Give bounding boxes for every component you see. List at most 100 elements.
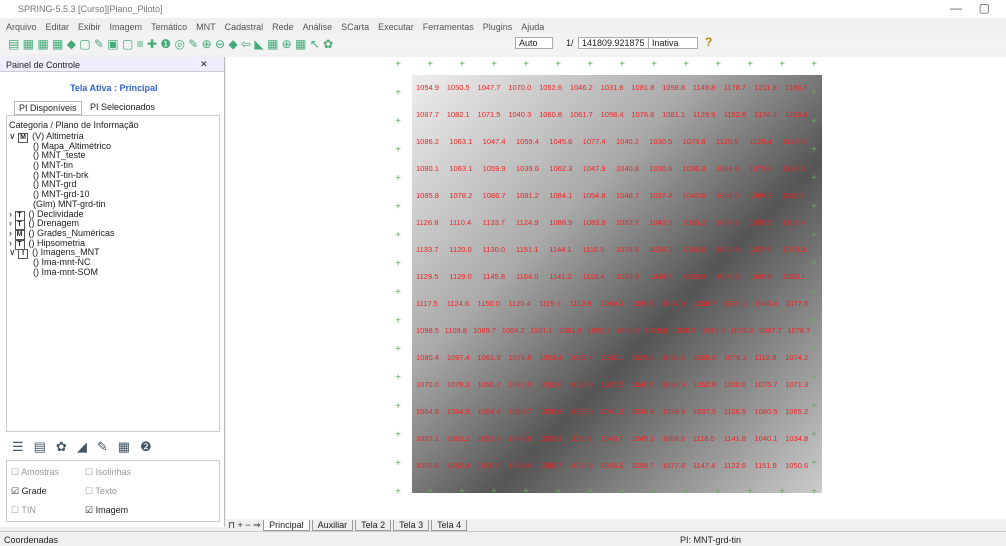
grid-value: 1050.7 [508,407,531,416]
panel-header: Painel de Controle✕ [0,57,224,72]
grid-cross: + [811,59,817,70]
grid-value: 1030.5 [673,326,696,335]
window-controls[interactable]: — ▢ ✕ [950,1,1006,15]
grid-value: 1119.7 [539,299,561,308]
grid-value: 1038.7 [693,299,716,308]
menu-item[interactable]: Análise [303,22,333,32]
grid-value: 1050.2 [587,326,610,335]
grid-value: 1059.9 [483,164,506,173]
grid-value: 1050.6 [785,461,808,470]
category-label: (V) Altimetria [32,131,84,141]
state-select[interactable]: Inativa [648,37,698,49]
grid-value: 1063.1 [449,137,472,146]
menu-item[interactable]: Temático [151,22,187,32]
grid-value: 1047.9 [583,164,606,173]
map-view[interactable]: ++++++++++++++++++++++++++++++++++++++++… [226,57,1006,519]
checkbox-label: Texto [95,486,117,496]
menu-item[interactable]: Arquivo [6,22,37,32]
grid-value: 1083.9 [583,218,606,227]
menu-item[interactable]: MNT [196,22,216,32]
screen-tabs: ⊓ + − ⇒ PrincipalAuxiliarTela 2Tela 3Tel… [228,520,469,531]
menu-item[interactable]: Exibir [78,22,101,32]
grid-value: 1034.2 [649,245,672,254]
grid-cross: + [395,373,401,384]
menu-item[interactable]: Ajuda [521,22,544,32]
grid-value: 1045.8 [508,434,531,443]
screen-tab[interactable]: Auxiliar [312,520,354,531]
screen-tab[interactable]: Tela 3 [393,520,429,531]
checkbox[interactable]: ☐ Isolinhas [85,467,131,478]
grid-value: 1153.4 [785,110,807,119]
grid-value: 1062.7 [616,218,639,227]
grid-cross: + [491,59,497,70]
grid-value: 1035.2 [724,299,747,308]
grid-value: 1152.8 [724,110,746,119]
checkbox-label: Amostras [21,467,59,477]
grid-value: 1144.1 [549,245,571,254]
checkbox[interactable]: ☐ Texto [85,486,117,497]
grid-value: 1112.9 [570,299,592,308]
menu-item[interactable]: Rede [272,22,294,32]
grid-value: 1080.9 [616,272,639,281]
grid-value: 1046.2 [570,83,593,92]
panel-tools[interactable]: ☰▤✿◢✎▦❷ [12,439,162,455]
menu-bar: Arquivo Editar Exibir Imagem Temático MNT Cada… [6,22,553,32]
grid-cross: + [587,487,593,498]
grid-value: 1120.0 [449,245,471,254]
grid-value: 1178.7 [724,83,746,92]
grid-value: 1071.3 [785,380,808,389]
screen-tab[interactable]: Tela 4 [431,520,467,531]
grid-value: 1050.7 [539,461,562,470]
menu-item[interactable]: Imagem [110,22,143,32]
screen-tab[interactable]: Principal [263,520,310,531]
grid-value: 1084.1 [549,191,572,200]
grid-cross: + [491,487,497,498]
grid-value: 1043.0 [702,326,725,335]
menu-item[interactable]: Executar [378,22,414,32]
mode-select[interactable]: Auto [515,37,553,49]
help-button[interactable]: ? [705,35,712,49]
grid-value: 1124.9 [516,218,538,227]
grid-value: 1084.2 [502,326,525,335]
grid-value: 1030.8 [570,461,593,470]
tree-leaf[interactable]: () Ima-mnt-SOM [9,268,115,278]
grid-value: 1037.4 [649,191,672,200]
grid-value: 1037.0 [508,380,531,389]
status-bar: Coordenadas PI: MNT-grd-tin [0,531,1006,546]
checkbox[interactable]: ☐ TIN [11,505,36,516]
grid-cross: + [651,59,657,70]
grid-value: 1067.1 [416,434,439,443]
menu-item[interactable]: Ferramentas [423,22,474,32]
menu-item[interactable]: Plugins [483,22,513,32]
grid-value: 1047.7 [478,83,501,92]
grid-value: 1061.7 [570,110,593,119]
menu-item[interactable]: Cadastral [225,22,264,32]
grid-value: 1054.9 [416,83,439,92]
panel-close[interactable]: ✕ [200,59,208,70]
grid-cross: + [683,487,689,498]
checkbox[interactable]: ☑ Grade [11,486,47,497]
tab[interactable]: PI Selecionados [86,101,159,113]
grid-value: 1031.6 [601,83,624,92]
checkbox[interactable]: ☐ Amostras [11,467,59,478]
category-label: () Drenagem [29,218,80,228]
grid-value: 1141.2 [549,272,571,281]
grid-cross: + [587,59,593,70]
grid-value: 1066.2 [749,191,772,200]
checkbox[interactable]: ☑ Imagem [85,505,128,516]
grid-value: 1106.5 [724,407,746,416]
grid-cross: + [523,487,529,498]
layer-icon: I [18,249,28,259]
grid-value: 1211.8 [754,83,776,92]
tab[interactable]: PI Disponíveis [14,101,82,115]
screen-tab[interactable]: Tela 2 [355,520,391,531]
layer-icon: M [18,133,28,143]
tool-icons[interactable]: ▤ ▦ ▦ ▦ ◆ ▢ ✎ ▣ ▢ ≡ ✚ ❶ ◎ ✎ ⊕ ⊖ ◆ ⇦ ◣ ▦ … [8,37,333,51]
grid-value: 1035.2 [693,353,716,362]
grid-value: 1058.5 [749,218,772,227]
grid-value: 1036.3 [683,164,706,173]
grid-value: 1032.1 [601,353,624,362]
grid-value: 1034.8 [785,434,808,443]
menu-item[interactable]: Editar [46,22,70,32]
menu-item[interactable]: SCarta [341,22,369,32]
